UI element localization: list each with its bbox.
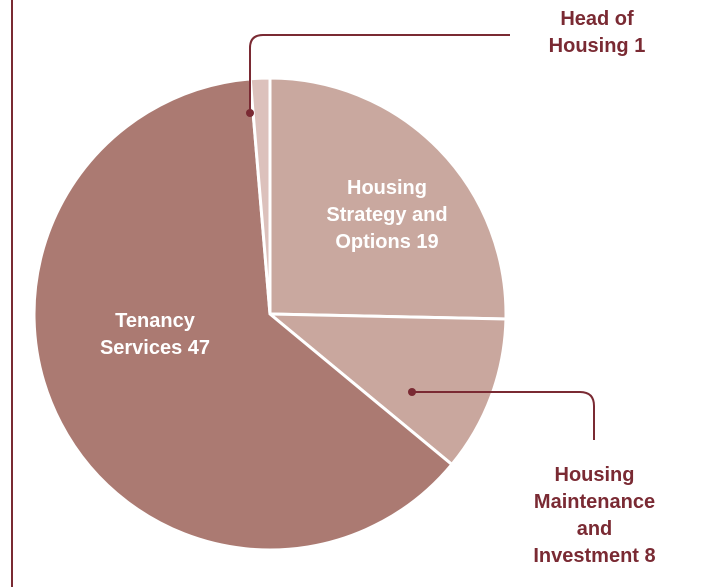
pie-slice — [32, 77, 454, 552]
slice-label: Head of Housing 1 — [522, 6, 672, 60]
label-value: 1 — [634, 35, 646, 57]
label-value: 47 — [187, 337, 211, 359]
leader-dot — [408, 388, 416, 396]
slices — [32, 76, 508, 552]
leader-line — [412, 391, 595, 440]
label-value: 8 — [644, 545, 656, 567]
label-name: Head of Housing — [548, 8, 634, 57]
pie-slice — [268, 76, 508, 321]
label-name: Housing Maintenance and Investment — [533, 464, 656, 567]
leader-dot — [246, 109, 254, 117]
slice-label: Tenancy Services 47 — [80, 308, 230, 362]
label-name: Housing Strategy and Options — [326, 177, 448, 253]
slice-label: Housing Strategy and Options 19 — [312, 175, 462, 256]
pie-slice — [265, 312, 508, 467]
leader-line — [249, 34, 510, 113]
label-value: 19 — [416, 231, 439, 253]
slice-label: Housing Maintenance and Investment 8 — [527, 462, 662, 570]
label-name: Tenancy Services — [99, 310, 195, 359]
